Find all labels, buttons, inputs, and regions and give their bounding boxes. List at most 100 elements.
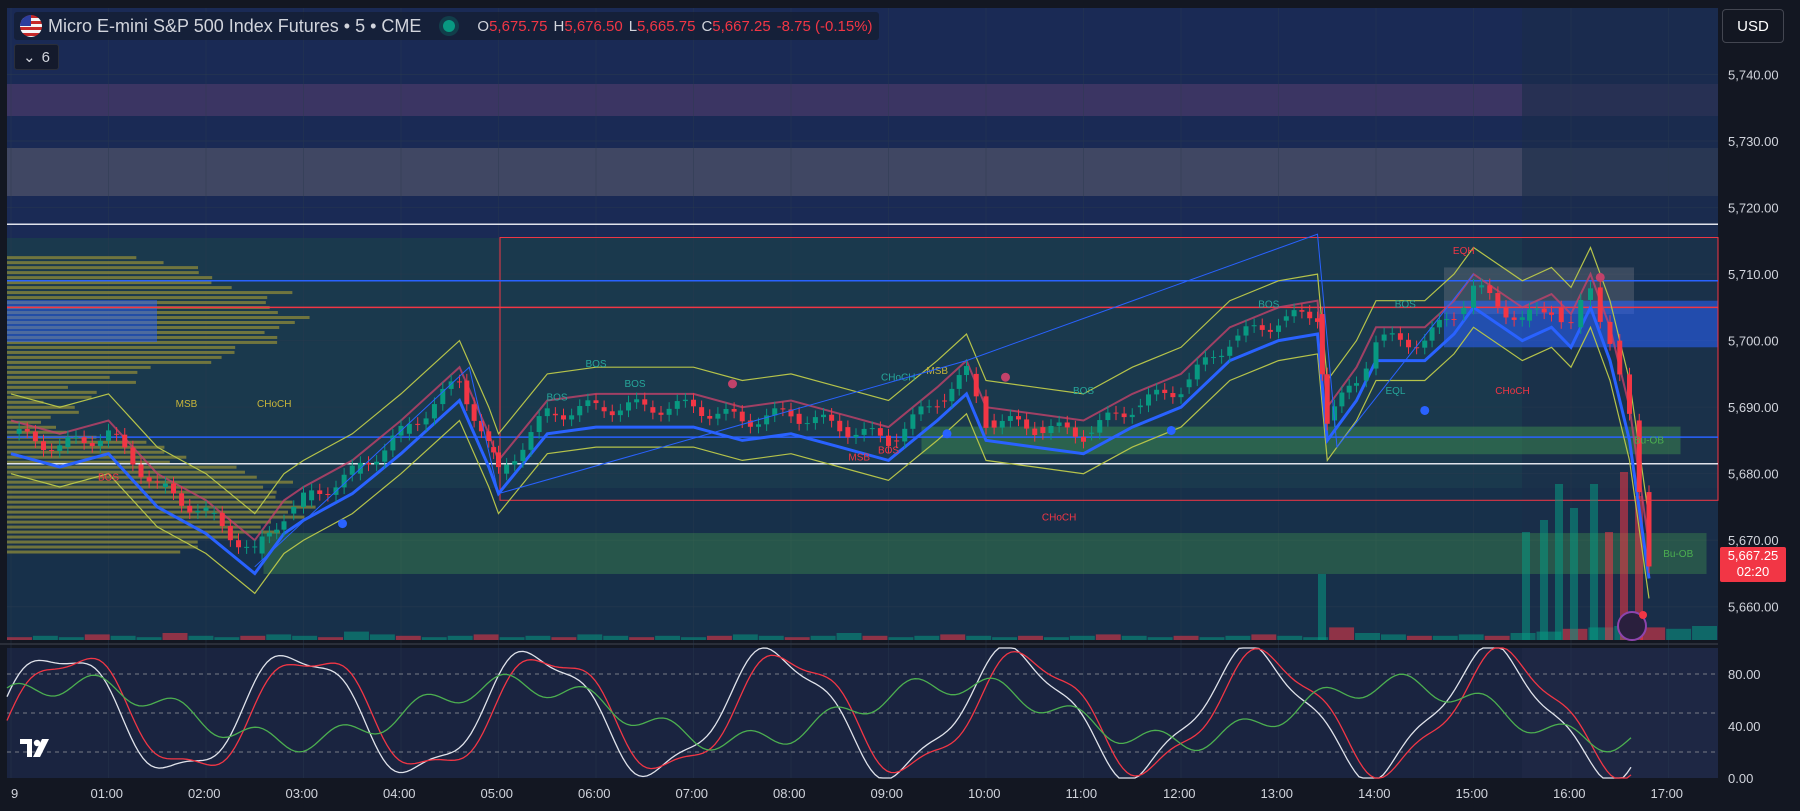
candle-body [1512, 317, 1517, 319]
candle-body [424, 418, 429, 424]
candle-body [1452, 319, 1457, 320]
candle-body [618, 410, 623, 415]
candle-body [82, 437, 87, 443]
volume-profile-bar [7, 261, 164, 264]
candle-body [1495, 293, 1500, 307]
time-tick-label: 17:00 [1651, 786, 1684, 801]
indicators-collapse-button[interactable]: ⌄ 6 [14, 44, 59, 70]
time-tick-label: 10:00 [968, 786, 1001, 801]
candle-body [813, 417, 818, 423]
candle-body [1461, 308, 1466, 314]
candle-body [1627, 374, 1632, 413]
volume-bar [811, 636, 836, 640]
candle-body [964, 366, 969, 375]
candle-body [862, 429, 867, 435]
candle-body [878, 428, 883, 436]
volume-bar [1555, 484, 1563, 640]
structure-label: MSB [176, 399, 198, 410]
value-area-block [7, 300, 157, 342]
volume-bar [1174, 636, 1199, 640]
structure-label: BOS [98, 472, 119, 483]
volume-bar [940, 634, 965, 640]
candle-body [512, 461, 517, 464]
volume-bar [785, 637, 810, 640]
time-tick-label: 15:00 [1456, 786, 1489, 801]
volume-bar [629, 637, 654, 640]
candle-body [212, 513, 217, 514]
candle-body [626, 402, 631, 410]
candle-body [957, 375, 962, 389]
candle-body [780, 408, 785, 409]
currency-selector[interactable]: USD [1722, 9, 1784, 43]
volume-profile-bar [7, 356, 222, 359]
candle-body [845, 427, 850, 437]
volume-profile-bar [7, 501, 293, 504]
oscillator-tick-label: 40.00 [1728, 719, 1761, 734]
volume-profile-bar [7, 256, 136, 259]
open-label: O [477, 18, 489, 35]
candle-body [1479, 285, 1484, 287]
symbol-legend[interactable]: Micro E-mini S&P 500 Index Futures • 5 •… [14, 12, 879, 40]
candle-body [1364, 369, 1369, 381]
candle-body [1081, 437, 1086, 442]
time-tick-label: 12:00 [1163, 786, 1196, 801]
candle-body [1437, 320, 1442, 327]
candle-body [17, 429, 22, 434]
volume-bar [422, 637, 447, 640]
candle-body [486, 431, 491, 441]
candle-body [715, 414, 720, 419]
volume-profile-bar [7, 346, 235, 349]
volume-bar [1407, 636, 1432, 640]
volume-bar [1122, 636, 1147, 640]
candle-body [691, 400, 696, 407]
volume-bar [655, 636, 680, 640]
candle-body [260, 536, 265, 553]
last-price-label: 5,667.25 02:20 [1720, 547, 1786, 582]
candle-body [659, 413, 664, 415]
notification-dot-icon [1639, 611, 1647, 619]
swing-marker [338, 519, 347, 528]
volume-bar [370, 634, 395, 640]
candle-body [1534, 309, 1539, 310]
chevron-down-icon: ⌄ [23, 48, 36, 66]
candle-body [942, 401, 947, 402]
candle-body [1382, 335, 1387, 341]
candle-body [106, 430, 111, 440]
flash-alert-icon[interactable] [1617, 611, 1647, 641]
market-open-indicator-icon[interactable] [443, 20, 455, 32]
candle-body [1320, 314, 1325, 374]
volume-profile-bar [7, 371, 137, 374]
candle-body [821, 415, 826, 417]
candle-body [569, 415, 574, 419]
candle-body [870, 428, 875, 429]
candle-body [520, 450, 525, 461]
structure-label: CHoCH [1495, 386, 1529, 397]
bar-countdown: 02:20 [1720, 564, 1786, 580]
candle-body [829, 415, 834, 421]
time-tick-label: 06:00 [578, 786, 611, 801]
volume-bar [1329, 627, 1354, 640]
candle-body [740, 412, 745, 422]
structure-label: BOS [1395, 299, 1416, 310]
volume-bar [525, 636, 550, 640]
volume-bar [85, 634, 110, 640]
volume-profile-bar [7, 286, 232, 289]
time-tick-label: 03:00 [286, 786, 319, 801]
structure-label: BOS [1073, 386, 1094, 397]
structure-label: CHoCH [881, 373, 915, 384]
candle-body [1244, 326, 1249, 335]
volume-bar [733, 634, 758, 640]
volume-bar [863, 636, 888, 640]
volume-profile-bar [7, 516, 304, 519]
candle-body [837, 421, 842, 431]
candle-body [1284, 316, 1289, 320]
candle-body [1146, 394, 1151, 405]
candle-body [545, 408, 550, 416]
candle-body [163, 484, 168, 487]
candle-body [577, 406, 582, 415]
volume-bar [1459, 634, 1484, 640]
tradingview-logo-icon[interactable] [20, 737, 60, 761]
candle-body [65, 437, 70, 447]
price-tick-label: 5,700.00 [1728, 334, 1779, 349]
